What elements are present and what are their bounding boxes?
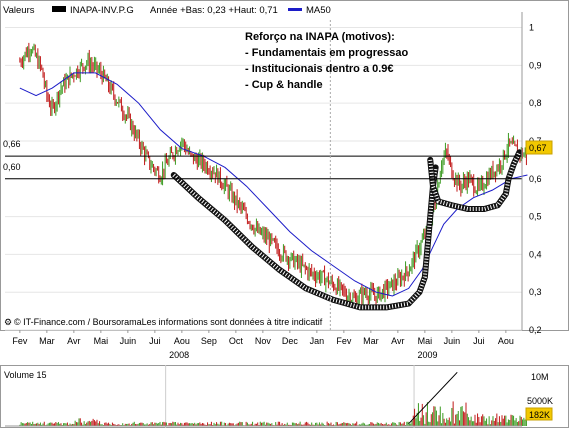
symbol-swatch (52, 6, 66, 12)
annotation-item-2: - Institucionais dentro a 0.9€ (245, 63, 394, 75)
y-tick-label: 0,9 (529, 60, 542, 70)
y-tick-label: 0,8 (529, 98, 542, 108)
annotation-item-3: - Cup & handle (245, 79, 323, 91)
x-tick-label: Fev (12, 336, 28, 346)
y-tick-label: 0,3 (529, 287, 542, 297)
y-tick-label: 0,5 (529, 212, 542, 222)
cup-handle-pattern (170, 149, 523, 311)
volume-title: Volume 15 (4, 370, 47, 380)
header-label: Valeurs (3, 5, 35, 16)
y-tick-label: 1 (529, 23, 534, 33)
ma50-swatch (288, 8, 302, 11)
year-label: 2008 (169, 350, 189, 360)
volume-series (5, 371, 527, 427)
x-tick-label: Aou (498, 336, 514, 346)
x-tick-label: Oct (229, 336, 244, 346)
x-tick-label: Mai (418, 336, 433, 346)
volume-last-badge (525, 407, 553, 421)
ma50-legend: MA50 (306, 5, 331, 16)
last-price-badge (525, 140, 553, 155)
header-symbol: INAPA-INV.P.G (70, 5, 134, 16)
y-tick-label: 0,4 (529, 249, 542, 259)
x-tick-label: Juin (120, 336, 137, 346)
volume-label-5000k: 5000K (527, 396, 553, 406)
x-tick-label: Jan (310, 336, 325, 346)
annotation-item-1: - Fundamentais em progressao (245, 47, 408, 59)
time-axis: Fev Mar Avr Mai Juin Jui Aou Sep Oct Nov Dec Jan Fev… (12, 20, 514, 428)
x-tick-label: Avr (67, 336, 80, 346)
year-label: 2009 (418, 350, 438, 360)
volume-label-10m: 10M (531, 372, 549, 382)
x-tick-label: Aou (174, 336, 190, 346)
header-stats: Année +Bas: 0,23 +Haut: 0,71 (150, 5, 278, 16)
volume-panel-frame (0, 365, 569, 428)
cup-curve-hatch (172, 167, 438, 310)
last-price-value: 0,67 (529, 143, 547, 153)
y-tick-label: 0,2 (529, 325, 542, 335)
x-tick-label: Sep (201, 336, 217, 346)
x-tick-label: Dec (282, 336, 299, 346)
annotation-title: Reforço na INAPA (motivos): (245, 31, 395, 43)
ma50-line (19, 72, 528, 297)
x-tick-label: Mai (94, 336, 109, 346)
x-tick-label: Jui (473, 336, 485, 346)
ma50-series (19, 72, 528, 297)
x-tick-label: Mar (39, 336, 55, 346)
handle-curve (427, 149, 523, 213)
y-tick-label: 0,6 (529, 174, 542, 184)
price-axis: 10,90,80,70,60,50,40,30,2 (521, 12, 542, 335)
level-label-high: 0,66 (3, 139, 21, 149)
x-tick-label: Mar (363, 336, 379, 346)
x-tick-label: Nov (255, 336, 272, 346)
x-tick-label: Avr (391, 336, 404, 346)
handle-curve-hatch (428, 151, 522, 212)
volume-trend-line (408, 371, 458, 425)
x-tick-label: Jui (149, 336, 161, 346)
source-credit: © IT-Finance.com / BoursoramaLes informa… (14, 317, 323, 327)
resistance-lines (5, 155, 522, 180)
volume-label-last: 182K (529, 410, 550, 420)
level-label-low: 0,60 (3, 162, 21, 172)
source-icon: ⚙ (4, 317, 12, 327)
x-tick-label: Juin (444, 336, 461, 346)
x-tick-label: Fev (336, 336, 352, 346)
